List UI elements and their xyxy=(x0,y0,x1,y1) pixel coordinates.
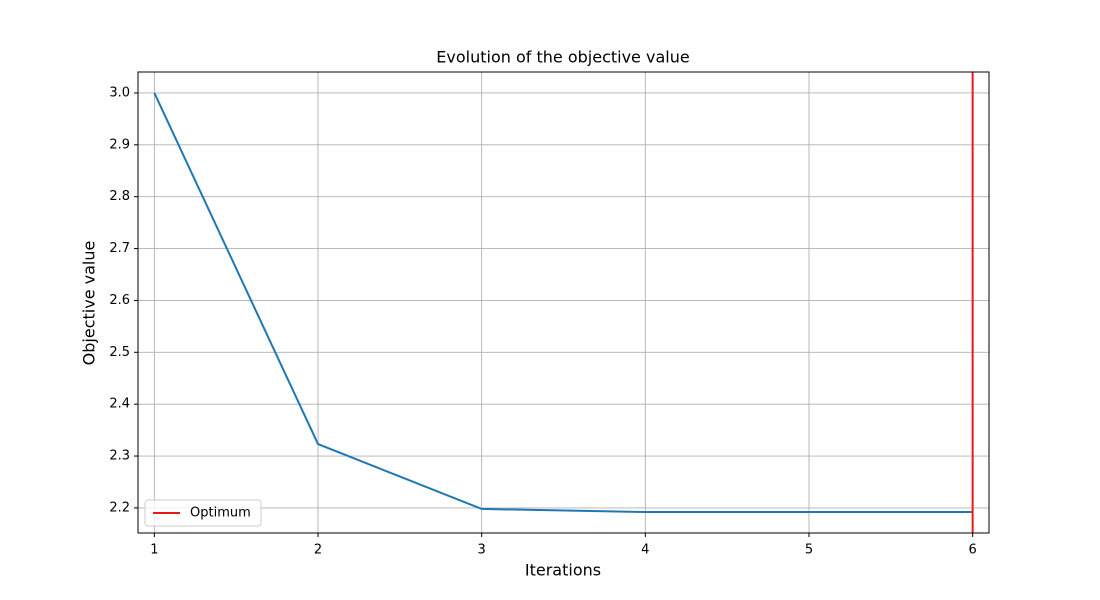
x-tick-label: 5 xyxy=(805,543,813,558)
x-tick-label: 1 xyxy=(150,543,158,558)
y-tick-label: 2.6 xyxy=(109,293,130,308)
x-axis-label: Iterations xyxy=(525,561,601,580)
legend-label: Optimum xyxy=(190,506,251,521)
y-tick-label: 2.7 xyxy=(109,241,130,256)
legend: Optimum xyxy=(144,499,262,527)
y-tick-label: 2.9 xyxy=(109,137,130,152)
y-tick-label: 2.8 xyxy=(109,189,130,204)
y-tick-label: 2.5 xyxy=(109,345,130,360)
y-tick-label: 2.2 xyxy=(109,500,130,515)
x-tick-label: 2 xyxy=(314,543,322,558)
data-line xyxy=(153,92,973,514)
x-tick-label: 4 xyxy=(641,543,649,558)
x-tick-label: 3 xyxy=(478,543,486,558)
x-tick-label: 6 xyxy=(968,543,976,558)
y-axis-label: Objective value xyxy=(80,241,99,366)
y-tick-label: 2.3 xyxy=(109,449,130,464)
y-tick-label: 3.0 xyxy=(109,85,130,100)
legend-box xyxy=(144,499,262,527)
plot-frame xyxy=(137,71,990,534)
chart-title: Evolution of the objective value xyxy=(436,48,689,67)
y-tick-label: 2.4 xyxy=(109,397,130,412)
